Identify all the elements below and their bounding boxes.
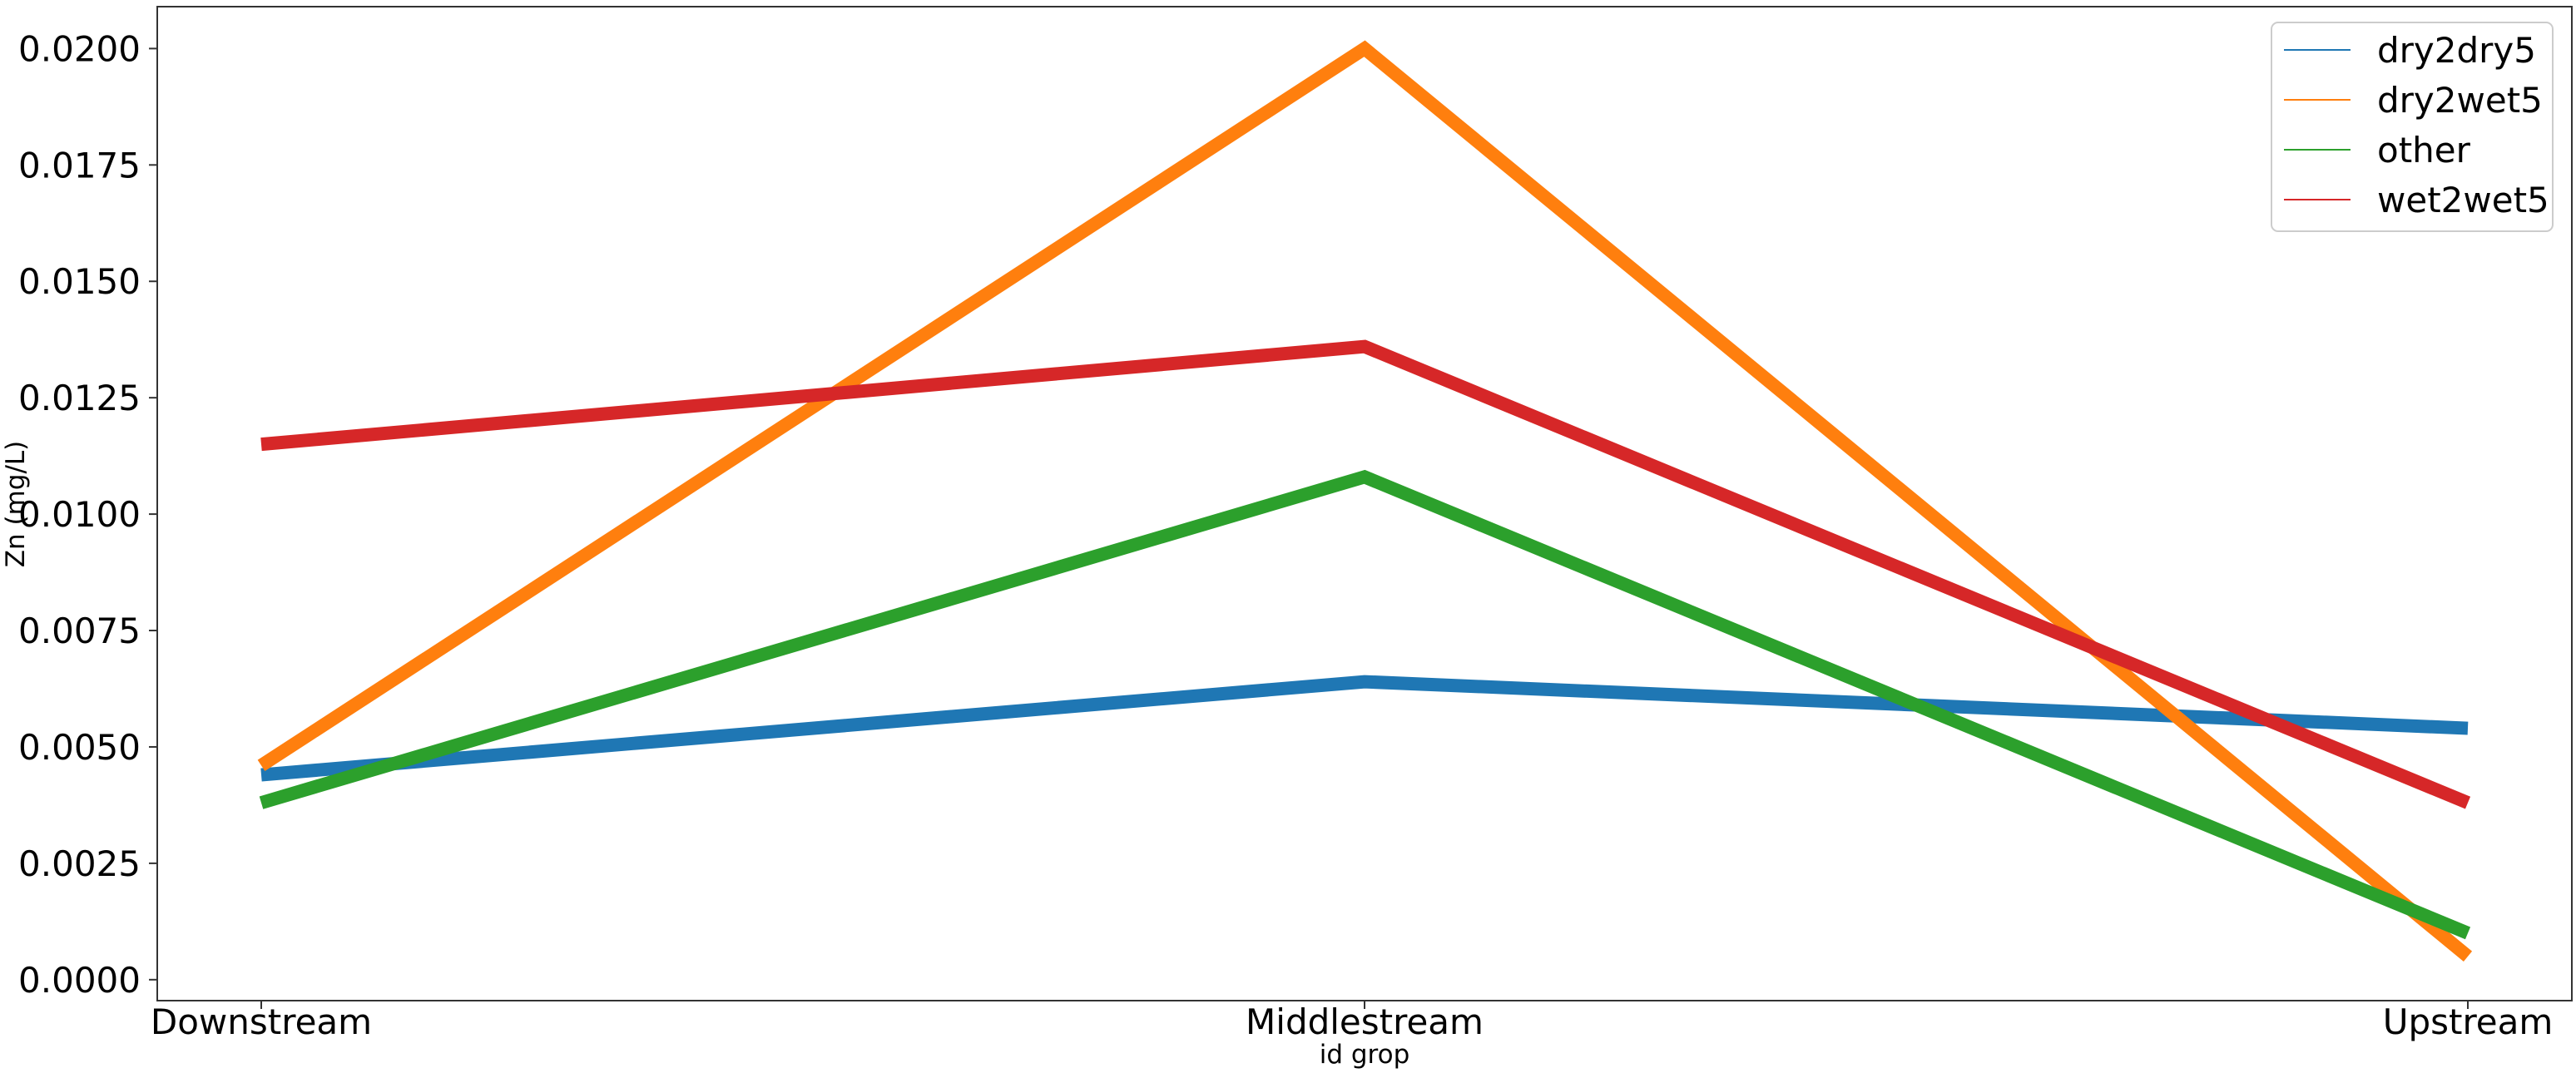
y-tick-label: 0.0200 (18, 28, 141, 69)
y-tick-label: 0.0150 (18, 261, 141, 302)
legend-label-dry2dry5: dry2dry5 (2377, 30, 2536, 71)
y-tick-label: 0.0025 (18, 843, 141, 884)
series-line-dry2dry5 (260, 675, 2469, 782)
legend-label-wet2wet5: wet2wet5 (2377, 180, 2549, 220)
x-axis-label: id grop (1320, 1040, 1410, 1070)
plot-area (156, 6, 2573, 1001)
x-tick-label: Middlestream (1246, 1001, 1484, 1042)
legend: dry2dry5 dry2wet5 other wet2wet5 (2271, 22, 2554, 232)
x-tick-label: Downstream (151, 1001, 372, 1042)
x-tick-label: Upstream (2383, 1001, 2554, 1042)
legend-frame (2271, 22, 2554, 232)
legend-label-dry2wet5: dry2wet5 (2377, 80, 2543, 121)
y-tick-label: 0.0075 (18, 611, 141, 651)
legend-label-other: other (2377, 130, 2471, 171)
y-axis: 0.0000 0.0025 0.0050 0.0075 0.0100 0.0125 0.01… (18, 28, 157, 1001)
series-line-other (259, 469, 2471, 940)
y-tick-label: 0.0050 (18, 727, 141, 768)
y-tick-label: 0.0100 (18, 494, 141, 535)
y-tick-label: 0.0125 (18, 378, 141, 418)
y-axis-label: Zn (mg/L) (1, 441, 31, 568)
series-line-wet2wet5 (260, 339, 2471, 809)
series-lines (257, 40, 2473, 962)
y-tick-label: 0.0000 (18, 960, 141, 1001)
x-axis: Downstream Middlestream Upstream (151, 1001, 2553, 1042)
y-tick-label: 0.0175 (18, 145, 141, 185)
